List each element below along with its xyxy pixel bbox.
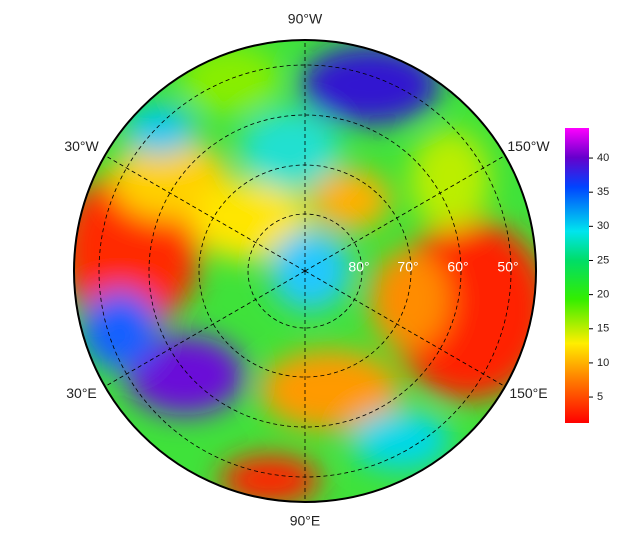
meridian-label: 30°E [66,385,97,401]
meridian [304,270,506,387]
graticule [98,40,512,502]
colorbar-ramp [565,128,589,423]
meridian-label: 30°W [64,138,99,154]
colorbar-tick-label: 40 [597,152,609,164]
meridian-label: 150°W [507,138,550,154]
parallel-label: 60° [447,259,468,275]
colorbar-tick-label: 20 [597,289,609,301]
meridian [304,155,506,272]
meridian [104,270,306,387]
meridian-label: 150°E [509,385,547,401]
parallel-label: 80° [348,259,369,275]
colorbar-tick-label: 30 [597,220,609,232]
colorbar-tick-label: 25 [597,254,609,266]
colorbar-tick-label: 5 [597,391,603,403]
parallel-label: 70° [397,259,418,275]
colorbar: 5 10 15 20 25 30 35 40 [565,128,609,423]
colorbar-tick-label: 10 [597,357,609,369]
meridian-label: 90°W [288,11,323,27]
colorbar-tick-label: 35 [597,186,609,198]
map-border [73,39,537,503]
parallel [148,114,462,428]
parallel-label: 50° [497,259,518,275]
meridian [104,155,306,272]
graticule-labels: 90°W 30°W 150°W 30°E 150°E 90°E 80° 70° 60° 50° [64,11,550,529]
colorbar-tick-label: 15 [597,323,609,335]
meridian-label: 90°E [290,513,321,529]
